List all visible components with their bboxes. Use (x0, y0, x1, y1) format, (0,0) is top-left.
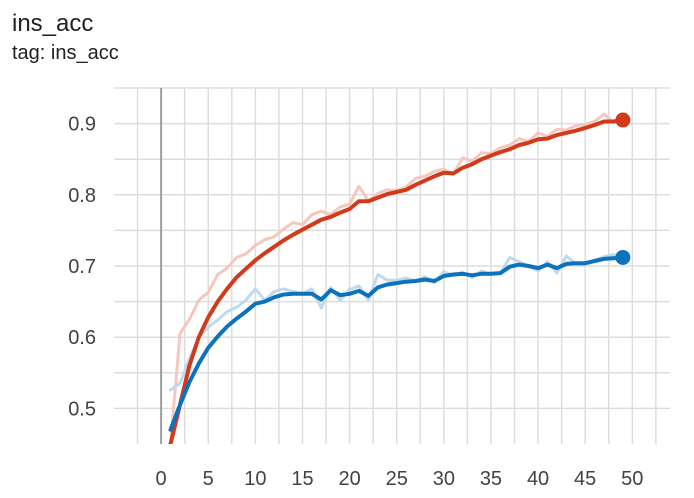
y-tick-label: 0.6 (68, 327, 96, 349)
x-tick-label: 0 (156, 468, 167, 490)
smoothed-series-lines (168, 118, 625, 444)
x-tick-label: 5 (203, 468, 214, 490)
series-end-point-2 (615, 249, 631, 265)
card-title: ins_acc (12, 10, 94, 37)
smoothed-series-line-1 (168, 118, 625, 444)
x-tick-label: 40 (527, 468, 549, 490)
series-end-point-1 (615, 112, 631, 128)
horizontal-gridlines (114, 87, 670, 410)
card-tag: tag: ins_acc (12, 42, 119, 64)
x-tick-label: 25 (386, 468, 408, 490)
x-tick-label: 50 (621, 468, 643, 490)
card-header: ins_acc tag: ins_acc (12, 8, 119, 66)
series-end-points (615, 112, 631, 265)
x-tick-label: 30 (433, 468, 455, 490)
x-tick-label: 15 (291, 468, 313, 490)
y-tick-label: 0.8 (68, 185, 96, 207)
x-axis-tick-labels: 0 5 10 15 20 25 30 35 40 45 50 (156, 468, 644, 490)
smoothed-series-line-2 (168, 255, 625, 432)
x-tick-label: 10 (244, 468, 266, 490)
raw-series-line-2 (169, 253, 625, 392)
y-tick-label: 0.9 (68, 114, 96, 136)
x-tick-label: 20 (338, 468, 360, 490)
y-axis-tick-labels: 0.5 0.6 0.7 0.8 0.9 (68, 114, 96, 421)
y-tick-label: 0.5 (68, 398, 96, 420)
x-tick-label: 35 (480, 468, 502, 490)
x-tick-label: 45 (574, 468, 596, 490)
y-tick-label: 0.7 (68, 256, 96, 278)
